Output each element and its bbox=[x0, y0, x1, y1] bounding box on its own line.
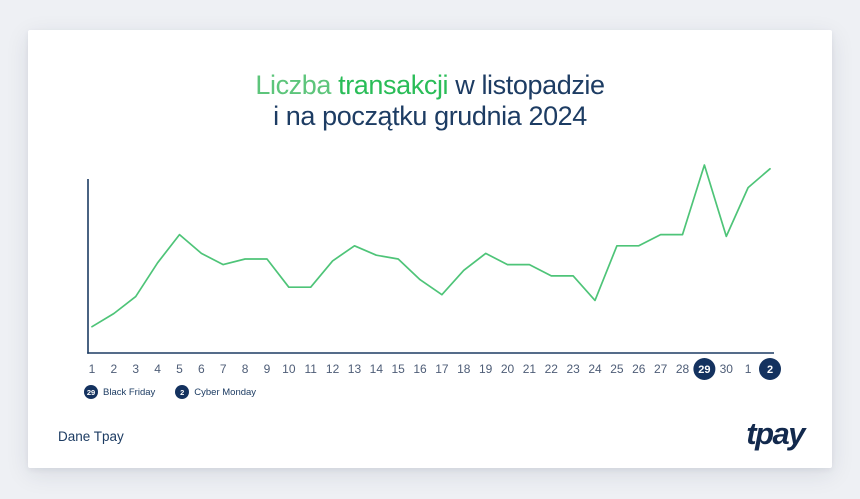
x-axis-label: 23 bbox=[566, 362, 580, 376]
x-axis-label: 22 bbox=[545, 362, 559, 376]
x-axis-label: 4 bbox=[154, 362, 161, 376]
x-axis-label: 21 bbox=[523, 362, 537, 376]
x-axis-label: 3 bbox=[132, 362, 139, 376]
x-axis-label: 10 bbox=[282, 362, 296, 376]
title-line-2: i na początku grudnia 2024 bbox=[273, 101, 587, 131]
x-axis-label: 11 bbox=[304, 362, 317, 376]
x-axis-label: 26 bbox=[632, 362, 646, 376]
x-axis-label: 2 bbox=[111, 362, 118, 376]
x-axis-label: 5 bbox=[176, 362, 183, 376]
x-axis-label: 29 bbox=[698, 364, 710, 376]
x-axis-label: 2 bbox=[767, 364, 773, 376]
x-axis-label: 13 bbox=[348, 362, 362, 376]
legend-label: Black Friday bbox=[103, 386, 156, 398]
title-segment-listopad: w listopadzie bbox=[448, 70, 605, 100]
title-segment-transakcji: transakcji bbox=[338, 70, 449, 100]
x-axis-label: 12 bbox=[326, 362, 340, 376]
x-axis-label: 25 bbox=[610, 362, 624, 376]
x-axis-label: 18 bbox=[457, 362, 471, 376]
x-axis-label: 27 bbox=[654, 362, 668, 376]
x-axis-label: 9 bbox=[264, 362, 271, 376]
legend-item-cyber-monday: 2 Cyber Monday bbox=[175, 385, 256, 399]
title-line-1: Liczba transakcji w listopadzie bbox=[28, 70, 832, 101]
legend-label: Cyber Monday bbox=[194, 386, 257, 398]
x-axis-label: 16 bbox=[413, 362, 427, 376]
cyber-monday-marker-icon: 2 bbox=[175, 385, 190, 399]
x-axis-label: 6 bbox=[198, 362, 205, 376]
page-title: Liczba transakcji w listopadzie i na poc… bbox=[28, 70, 832, 132]
data-source-label: Dane Tpay bbox=[58, 429, 124, 444]
x-axis-label: 19 bbox=[479, 362, 493, 376]
title-segment-liczba: Liczba bbox=[255, 70, 339, 100]
chart-line bbox=[91, 164, 771, 328]
transactions-line-chart: 1 2 3 4 5 6 7 8 9 10 11 12 13 14 15 16 17 18 19 20 21 22 23 24 2… bbox=[87, 164, 781, 380]
legend-item-black-friday: 29 Black Friday bbox=[84, 385, 155, 399]
x-axis-label: 8 bbox=[242, 362, 249, 376]
x-axis-label: 28 bbox=[676, 362, 690, 376]
x-axis-label: 17 bbox=[435, 362, 449, 376]
highlighted-day-circle bbox=[759, 358, 781, 380]
x-axis-label: 1 bbox=[89, 362, 96, 376]
x-axis-label: 20 bbox=[501, 362, 515, 376]
chart-legend: 29 Black Friday 2 Cyber Monday bbox=[84, 385, 256, 399]
x-axis-label: 7 bbox=[220, 362, 227, 376]
x-axis-label: 1 bbox=[745, 362, 752, 376]
x-axis-label: 30 bbox=[720, 362, 734, 376]
highlighted-day-circle bbox=[693, 358, 716, 380]
x-axis-label: 15 bbox=[392, 362, 406, 376]
x-axis-labels: 1 2 3 4 5 6 7 8 9 10 11 12 13 14 15 16 17 18 19 20 21 22 23 24 2… bbox=[89, 358, 781, 380]
x-axis-label: 24 bbox=[588, 362, 602, 376]
tpay-logo: tpay bbox=[746, 416, 805, 451]
black-friday-marker-icon: 29 bbox=[84, 385, 98, 399]
chart-card: Liczba transakcji w listopadzie i na poc… bbox=[28, 30, 832, 468]
x-axis-label: 14 bbox=[370, 362, 384, 376]
